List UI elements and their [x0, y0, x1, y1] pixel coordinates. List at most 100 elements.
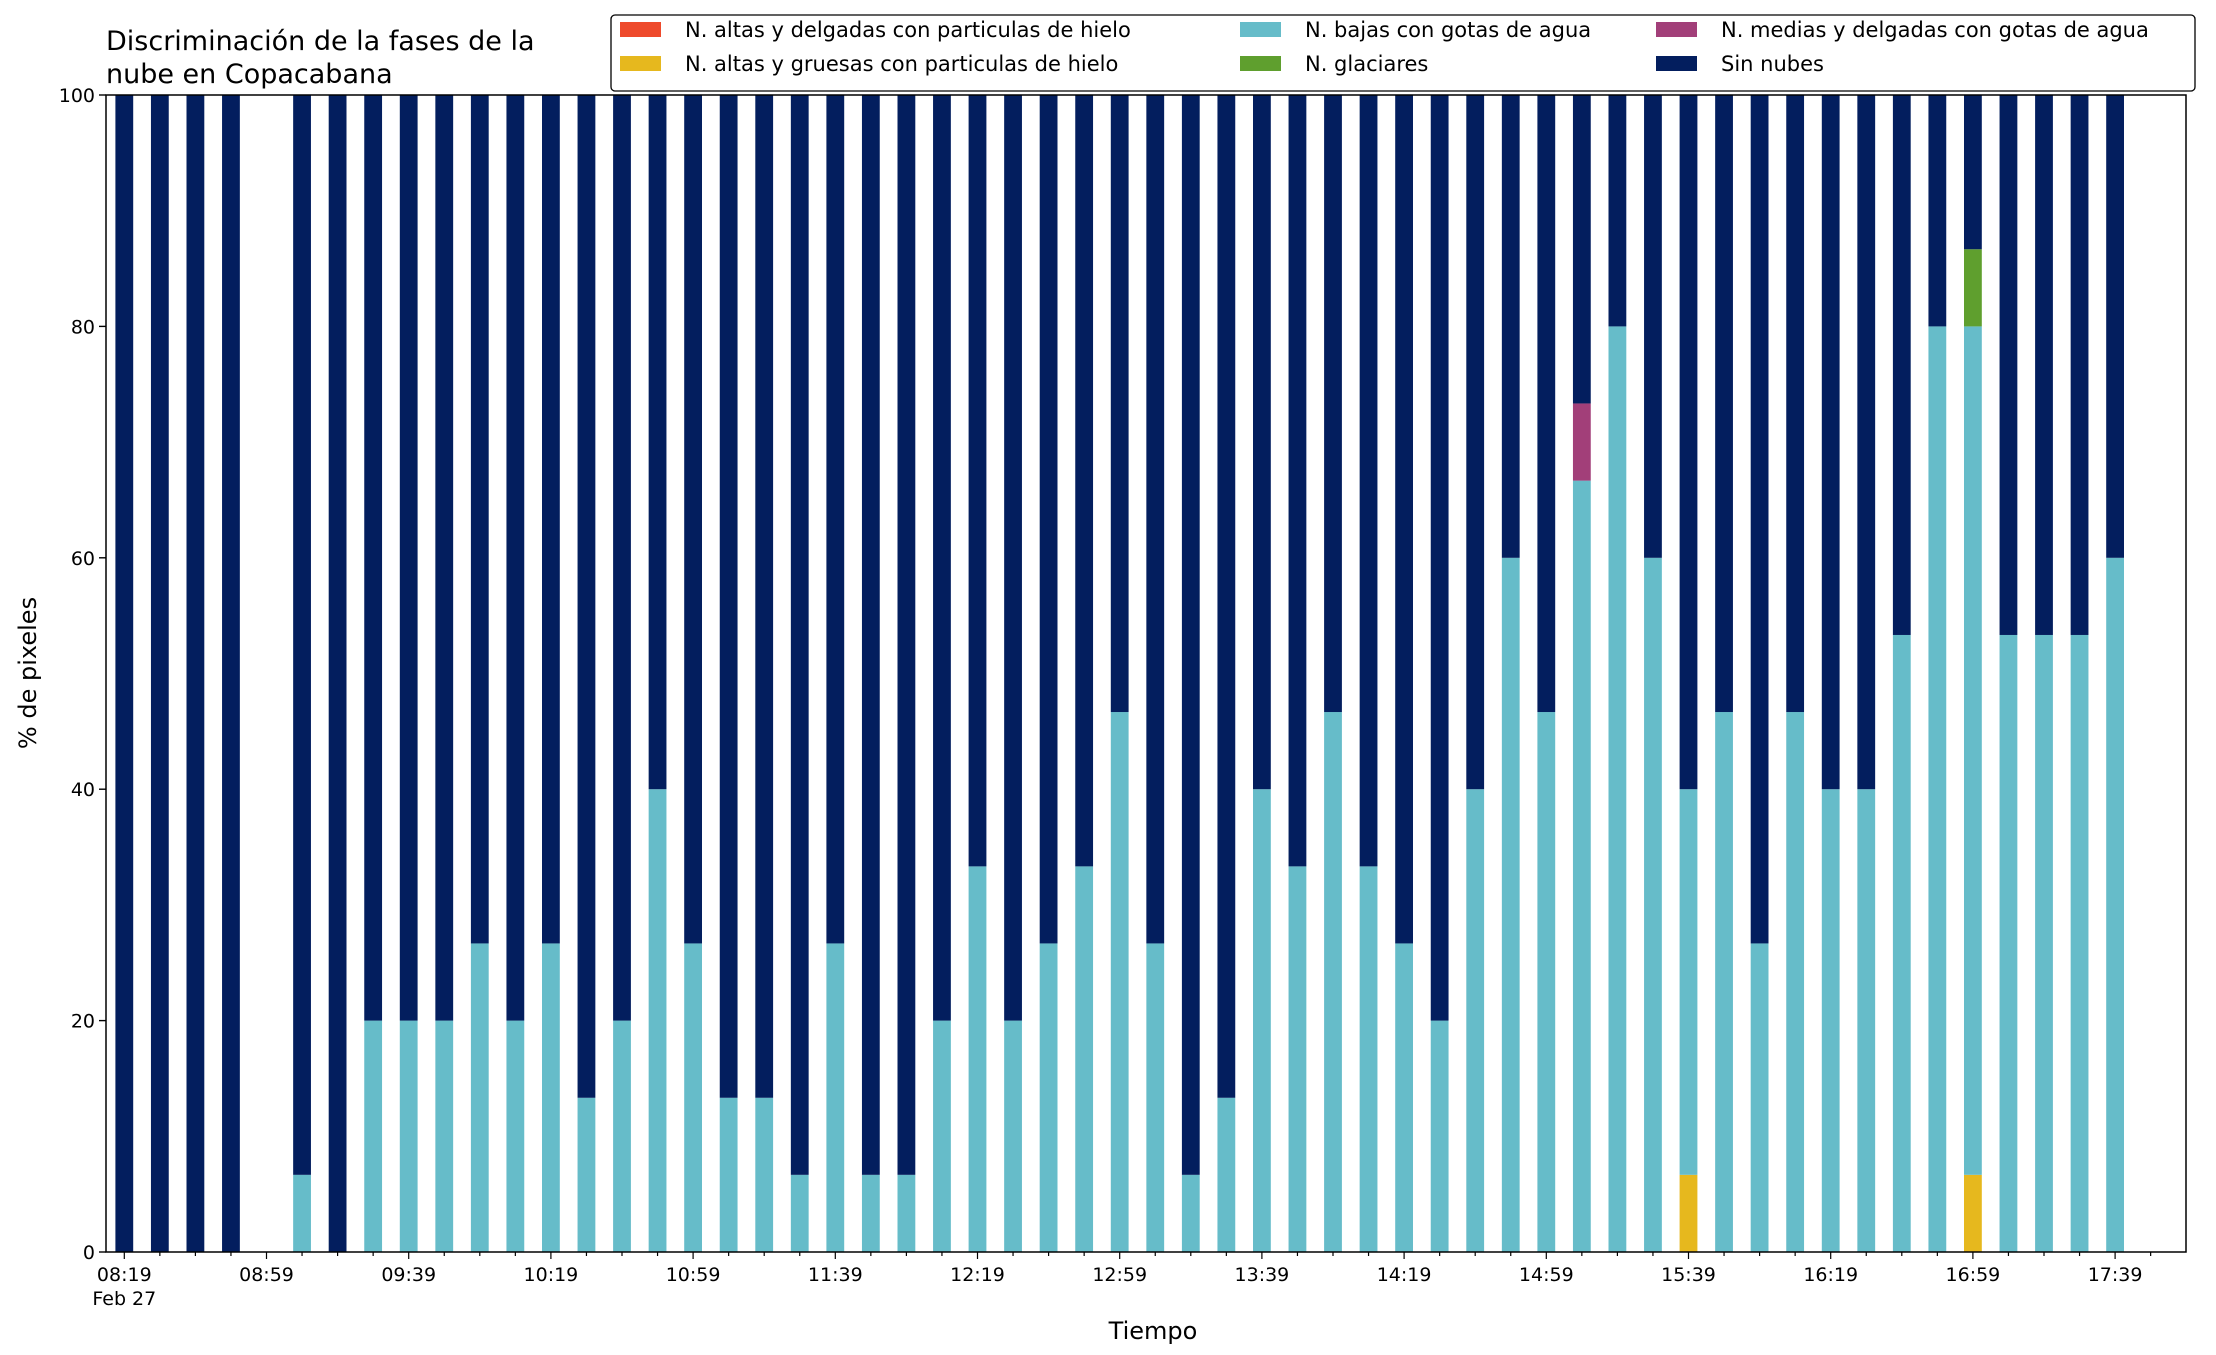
bar-segment-5-31 [1217, 95, 1236, 1098]
bar-segment-5-46 [1750, 95, 1769, 944]
bar-segment-2-36 [1395, 943, 1413, 1252]
bar-segment-2-48 [1821, 789, 1840, 1252]
legend-label-4: N. medias y delgadas con gotas de agua [1721, 18, 2149, 42]
bar-segment-5-3 [222, 95, 240, 1252]
bar-segment-5-37 [1430, 95, 1449, 1021]
bar-segment-5-44 [1679, 95, 1698, 790]
bar-segment-2-43 [1644, 557, 1662, 1252]
bar-segment-5-23 [933, 95, 951, 1021]
x-axis-label: Tiempo [1108, 1317, 1198, 1345]
legend-label-3: N. glaciares [1305, 52, 1428, 76]
bar-segment-2-37 [1430, 1020, 1449, 1252]
bar-segment-5-5 [293, 95, 311, 1175]
bar-segment-2-33 [1288, 866, 1307, 1252]
x-tick-sublabel-0: Feb 27 [92, 1288, 156, 1310]
bar-segment-5-56 [2106, 95, 2124, 558]
bar-segment-5-14 [613, 95, 631, 1021]
bar-segment-2-40 [1537, 712, 1556, 1252]
bar-segment-5-12 [542, 95, 560, 944]
bar-segment-5-26 [1039, 95, 1058, 944]
bar-segment-2-35 [1359, 866, 1378, 1252]
x-tick-label-12: 16:19 [1803, 1264, 1858, 1286]
bar-segment-2-23 [933, 1020, 951, 1252]
bar-segment-5-53 [1999, 95, 2018, 635]
legend-swatch-4 [1656, 22, 1697, 37]
bar-segment-2-11 [506, 1020, 525, 1252]
bar-segment-2-18 [755, 1097, 774, 1252]
bar-segment-2-14 [613, 1020, 631, 1252]
bar-segment-2-12 [542, 943, 560, 1252]
bar-segment-2-56 [2106, 557, 2124, 1252]
bar-segment-2-47 [1786, 712, 1805, 1252]
bar-segment-5-22 [897, 95, 916, 1175]
legend-swatch-2 [1240, 22, 1281, 37]
bar-segment-1-44 [1679, 1174, 1698, 1252]
bar-segment-2-8 [399, 1020, 418, 1252]
bar-segment-5-16 [684, 95, 702, 944]
bar-segment-2-41 [1572, 480, 1591, 1252]
bar-segment-5-45 [1715, 95, 1733, 713]
y-tick-label-0: 0 [83, 1242, 95, 1264]
bar-segment-5-21 [861, 95, 880, 1175]
y-tick-label-3: 60 [71, 548, 95, 570]
bar-segment-2-9 [435, 1020, 454, 1252]
bar-segment-5-1 [150, 95, 169, 1252]
bar-segment-5-28 [1110, 95, 1129, 713]
bar-segment-2-49 [1857, 789, 1876, 1252]
bar-segment-5-9 [435, 95, 454, 1021]
bar-segment-2-34 [1324, 712, 1342, 1252]
bar-segment-5-51 [1928, 95, 1947, 327]
x-tick-label-5: 11:39 [808, 1264, 863, 1286]
bar-segment-2-13 [577, 1097, 596, 1252]
bar-segment-2-20 [826, 943, 845, 1252]
legend-label-5: Sin nubes [1721, 52, 1824, 76]
x-tick-label-4: 10:59 [666, 1264, 721, 1286]
bar-segment-5-33 [1288, 95, 1307, 867]
bar-segment-2-38 [1466, 789, 1485, 1252]
bar-segment-5-6 [328, 95, 347, 1252]
chart-title-line-1: Discriminación de la fases de la [106, 26, 535, 57]
bar-segment-2-17 [719, 1097, 738, 1252]
bar-segment-5-35 [1359, 95, 1378, 867]
bar-segment-2-24 [968, 866, 987, 1252]
bar-segment-5-20 [826, 95, 845, 944]
y-tick-label-4: 80 [71, 316, 95, 338]
y-tick-label-2: 40 [71, 779, 95, 801]
bar-segment-2-51 [1928, 326, 1947, 1252]
bar-segment-5-38 [1466, 95, 1485, 790]
legend-swatch-5 [1656, 56, 1697, 71]
bar-segment-2-31 [1217, 1097, 1236, 1252]
bar-segment-5-52 [1964, 95, 1982, 250]
bar-segment-5-17 [719, 95, 738, 1098]
bar-segment-5-54 [2035, 95, 2053, 635]
bar-segment-5-27 [1075, 95, 1094, 867]
bar-segment-2-53 [1999, 634, 2018, 1252]
bar-segment-5-0 [115, 95, 134, 1252]
legend-swatch-1 [620, 56, 661, 71]
legend-swatch-3 [1240, 56, 1281, 71]
bar-segment-2-42 [1608, 326, 1627, 1252]
bar-segment-2-54 [2035, 634, 2053, 1252]
x-tick-label-7: 12:59 [1092, 1264, 1147, 1286]
bar-segment-2-25 [1004, 1020, 1022, 1252]
bar-segment-5-48 [1821, 95, 1840, 790]
bar-segment-5-19 [790, 95, 809, 1175]
bars-group [115, 94, 2124, 1252]
bar-segment-2-7 [364, 1020, 383, 1252]
x-tick-label-2: 09:39 [381, 1264, 436, 1286]
bar-segment-5-8 [399, 95, 418, 1021]
bar-segment-2-21 [861, 1174, 880, 1252]
bar-segment-2-16 [684, 943, 702, 1252]
x-tick-label-1: 08:59 [239, 1264, 294, 1286]
bar-segment-2-22 [897, 1174, 916, 1252]
bar-segment-5-40 [1537, 95, 1556, 713]
plot-frame [105, 94, 2187, 1253]
bar-segment-2-52 [1964, 326, 1982, 1175]
bar-segment-2-46 [1750, 943, 1769, 1252]
x-tick-label-3: 10:19 [524, 1264, 579, 1286]
bar-segment-5-18 [755, 95, 774, 1098]
bar-segment-4-41 [1572, 403, 1591, 481]
bar-segment-5-11 [506, 95, 525, 1021]
